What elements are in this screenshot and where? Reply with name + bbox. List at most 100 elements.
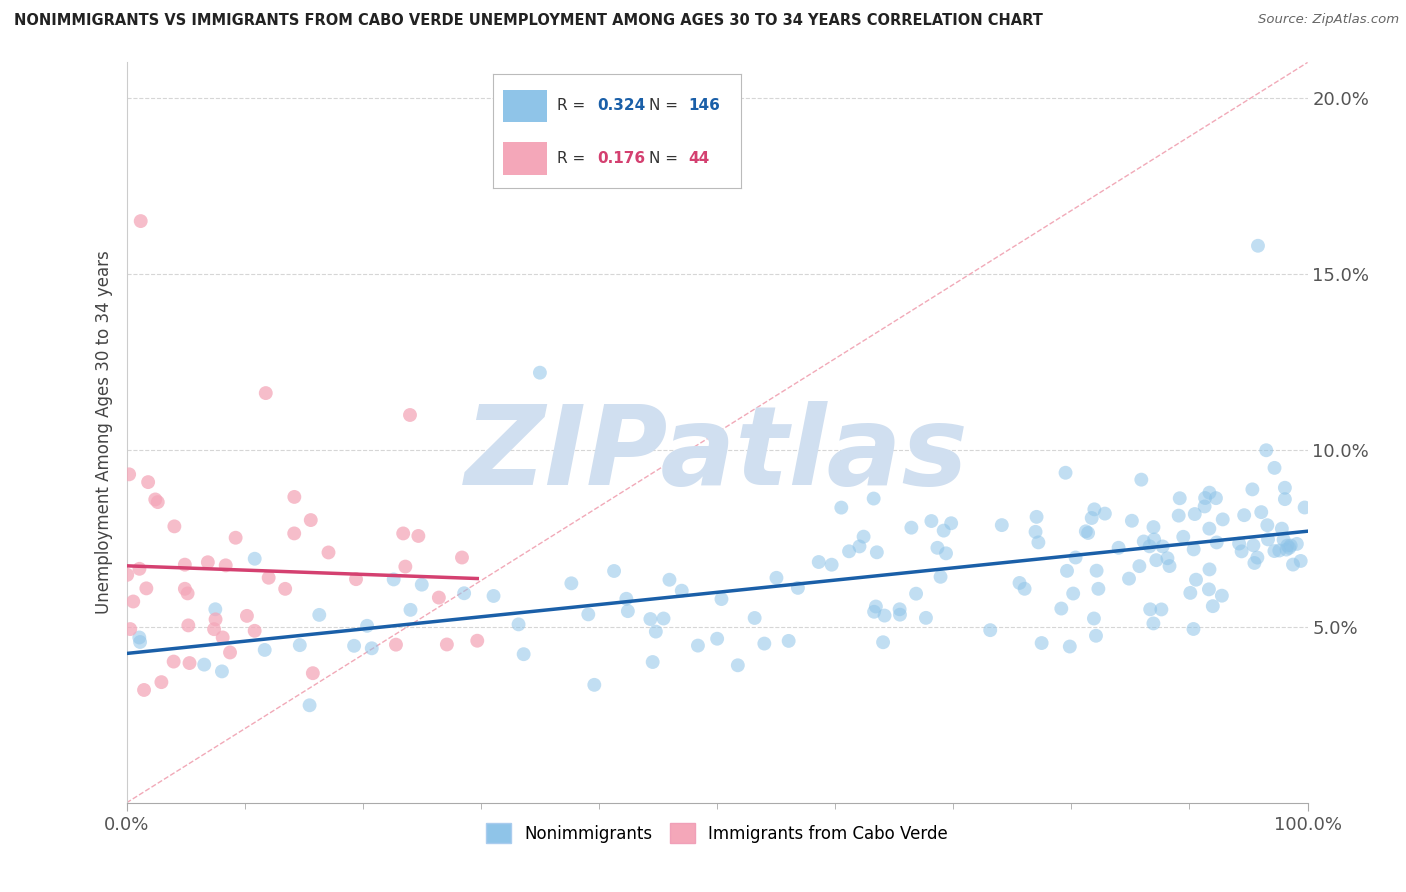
- Point: [129, 214, 152, 228]
- Point: [1230, 544, 1253, 558]
- Point: [1198, 485, 1220, 500]
- Point: [254, 386, 277, 401]
- Point: [508, 617, 530, 632]
- Point: [392, 526, 415, 541]
- Point: [1274, 481, 1296, 495]
- Point: [787, 581, 810, 595]
- Point: [1173, 530, 1195, 544]
- Point: [744, 611, 766, 625]
- Point: [399, 408, 422, 422]
- Point: [211, 665, 233, 679]
- Point: [298, 698, 321, 713]
- Point: [163, 519, 186, 533]
- Point: [1064, 550, 1087, 565]
- Point: [1250, 505, 1272, 519]
- Point: [382, 573, 405, 587]
- Point: [1205, 535, 1227, 549]
- Point: [1278, 541, 1301, 555]
- Point: [1062, 586, 1084, 600]
- Point: [211, 631, 233, 645]
- Point: [1142, 520, 1164, 534]
- Point: [1159, 559, 1181, 574]
- Point: [120, 622, 142, 636]
- Point: [1185, 573, 1208, 587]
- Point: [394, 559, 416, 574]
- Point: [778, 633, 800, 648]
- Point: [453, 586, 475, 600]
- Point: [872, 635, 894, 649]
- Point: [706, 632, 728, 646]
- Point: [1167, 508, 1189, 523]
- Point: [1094, 507, 1116, 521]
- Point: [1121, 514, 1143, 528]
- Point: [652, 611, 675, 625]
- Point: [1139, 602, 1161, 616]
- Point: [399, 603, 422, 617]
- Point: [1130, 473, 1153, 487]
- Point: [1180, 586, 1202, 600]
- Point: [991, 518, 1014, 533]
- Point: [889, 607, 911, 622]
- Point: [1257, 533, 1279, 547]
- Point: [1272, 533, 1295, 547]
- Point: [915, 611, 938, 625]
- Point: [1202, 599, 1225, 614]
- Point: [143, 492, 166, 507]
- Point: [1212, 512, 1234, 526]
- Point: [1028, 535, 1050, 549]
- Point: [1282, 558, 1305, 572]
- Point: [236, 608, 259, 623]
- Point: [1156, 551, 1178, 566]
- Point: [243, 551, 266, 566]
- Point: [215, 558, 238, 573]
- Point: [197, 555, 219, 569]
- Point: [1194, 491, 1216, 505]
- Point: [1143, 533, 1166, 547]
- Point: [821, 558, 844, 572]
- Point: [253, 643, 276, 657]
- Point: [1050, 601, 1073, 615]
- Point: [1182, 622, 1205, 636]
- Point: [1263, 461, 1285, 475]
- Point: [1271, 522, 1294, 536]
- Point: [1198, 562, 1220, 576]
- Point: [146, 495, 169, 509]
- Point: [1031, 636, 1053, 650]
- Point: [710, 592, 733, 607]
- Point: [862, 491, 884, 506]
- Point: [1142, 616, 1164, 631]
- Point: [1054, 466, 1077, 480]
- Point: [283, 526, 305, 541]
- Point: [905, 587, 928, 601]
- Point: [1087, 582, 1109, 596]
- Point: [1268, 543, 1291, 558]
- Point: [204, 602, 226, 616]
- Point: [202, 622, 225, 636]
- Point: [873, 608, 896, 623]
- Point: [427, 591, 450, 605]
- Point: [360, 641, 382, 656]
- Point: [583, 678, 606, 692]
- Point: [830, 500, 852, 515]
- Point: [1085, 564, 1108, 578]
- Point: [1277, 539, 1299, 553]
- Point: [1083, 611, 1105, 625]
- Point: [838, 544, 860, 558]
- Point: [529, 366, 551, 380]
- Point: [179, 656, 201, 670]
- Text: ZIPatlas: ZIPatlas: [465, 401, 969, 508]
- Point: [889, 602, 911, 616]
- Point: [1243, 556, 1265, 570]
- Point: [318, 545, 340, 559]
- Point: [257, 571, 280, 585]
- Point: [863, 605, 886, 619]
- Point: [308, 607, 330, 622]
- Point: [1025, 509, 1047, 524]
- Point: [176, 586, 198, 600]
- Legend: Nonimmigrants, Immigrants from Cabo Verde: Nonimmigrants, Immigrants from Cabo Verd…: [479, 816, 955, 850]
- Point: [150, 675, 173, 690]
- Point: [122, 594, 145, 608]
- Point: [807, 555, 830, 569]
- Point: [1246, 550, 1268, 565]
- Point: [128, 631, 150, 645]
